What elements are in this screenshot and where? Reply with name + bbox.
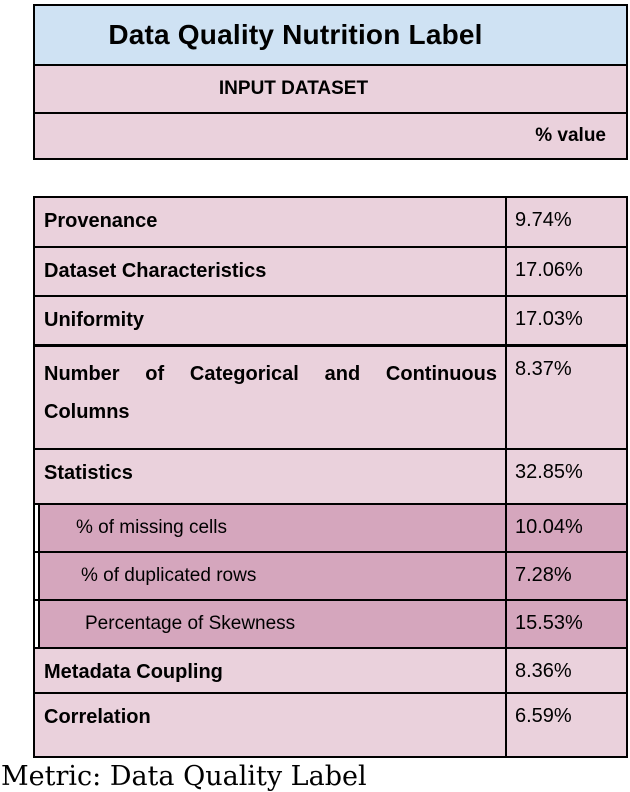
row-value: 6.59% bbox=[515, 705, 572, 727]
row-label: % of duplicated rows bbox=[35, 553, 507, 599]
row-value: 9.74% bbox=[515, 209, 572, 231]
row-label: % of missing cells bbox=[35, 505, 507, 551]
table-row-metadata-coupling: Metadata Coupling 8.36% bbox=[35, 649, 626, 694]
row-label: Number of Categorical and Continuous Col… bbox=[35, 347, 507, 448]
row-label: Statistics bbox=[35, 450, 507, 503]
metrics-table: Provenance 9.74% Dataset Characteristics… bbox=[33, 196, 628, 758]
row-label: Provenance bbox=[35, 198, 507, 246]
figure-caption: Metric: Data Quality Label bbox=[1, 761, 367, 792]
title-row: Data Quality Nutrition Label bbox=[35, 6, 626, 66]
table-row-statistics: Statistics 32.85% bbox=[35, 450, 626, 505]
row-value: 7.28% bbox=[515, 564, 572, 586]
section-header-row: INPUT DATASET bbox=[35, 66, 626, 114]
row-value: 32.85% bbox=[515, 461, 583, 483]
row-value: 10.04% bbox=[515, 516, 583, 538]
section-label: INPUT DATASET bbox=[218, 78, 369, 99]
table-subrow-duplicated-rows: % of duplicated rows 7.28% bbox=[35, 553, 626, 601]
table-subrow-missing-cells: % of missing cells 10.04% bbox=[35, 505, 626, 553]
row-value: 15.53% bbox=[515, 612, 583, 634]
row-label: Dataset Characteristics bbox=[35, 248, 507, 295]
value-column-label: % value bbox=[535, 125, 606, 146]
row-label: Uniformity bbox=[35, 297, 507, 344]
table-row-correlation: Correlation 6.59% bbox=[35, 694, 626, 756]
header-table: Data Quality Nutrition Label INPUT DATAS… bbox=[33, 4, 628, 160]
table-subrow-skewness: Percentage of Skewness 15.53% bbox=[35, 601, 626, 649]
row-label: Correlation bbox=[35, 694, 507, 756]
table-row-provenance: Provenance 9.74% bbox=[35, 198, 626, 248]
row-label: Metadata Coupling bbox=[35, 649, 507, 692]
page-title: Data Quality Nutrition Label bbox=[108, 19, 483, 50]
row-value: 17.03% bbox=[515, 308, 583, 330]
row-value: 17.06% bbox=[515, 259, 583, 281]
table-row-dataset-characteristics: Dataset Characteristics 17.06% bbox=[35, 248, 626, 297]
row-value: 8.36% bbox=[515, 660, 572, 682]
row-value: 8.37% bbox=[515, 358, 572, 380]
value-column-header-row: % value bbox=[35, 114, 626, 158]
row-label: Percentage of Skewness bbox=[35, 601, 507, 647]
table-row-uniformity: Uniformity 17.03% bbox=[35, 297, 626, 347]
table-row-categorical-continuous-columns: Number of Categorical and Continuous Col… bbox=[35, 347, 626, 450]
